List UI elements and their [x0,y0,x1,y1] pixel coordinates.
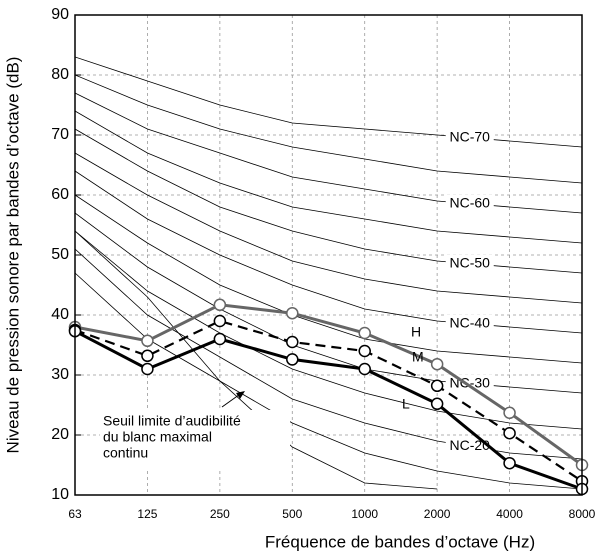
series-point [503,456,516,470]
y-tick-label: 40 [51,306,69,323]
series-point [503,426,516,440]
x-tick-label: 8000 [569,507,596,521]
series-point [286,306,299,320]
threshold-label: continu [103,445,148,461]
y-tick-label: 10 [51,486,69,503]
nc-curve [75,170,582,334]
threshold-label: du blanc maximal [103,429,212,445]
y-axis-label: Niveau de pression sonore par bandes d’o… [3,57,22,454]
series-line [74,329,583,491]
nc-curve [75,194,582,364]
series-point [141,349,154,363]
x-tick-label: 2000 [424,507,451,521]
x-tick-label: 125 [137,507,157,521]
series-point [141,362,154,376]
y-tick-label: 90 [51,6,69,23]
nc-curve [75,152,582,304]
nc-curve [75,74,582,184]
plot-frame [74,14,583,496]
series-point [358,326,371,340]
nc-curve [75,56,582,148]
y-tick-label: 60 [51,186,69,203]
nc-curve [75,230,582,430]
nc-curve [75,212,582,394]
series-point [213,314,227,328]
nc-curve [75,92,582,214]
nc-label: NC-20 [450,437,491,453]
x-tick-label: 63 [68,507,82,521]
nc-label-bg [445,194,494,213]
series-point [286,335,299,349]
series-label: M [412,349,424,365]
y-tick-label: 20 [51,426,69,443]
nc-label-bg [445,314,494,333]
nc-label: NC-60 [450,194,491,210]
nc-label: NC-50 [450,254,491,270]
arrow-head [236,391,245,399]
y-tick-label: 50 [51,246,69,263]
nc-label: NC-70 [450,128,491,144]
x-tick-label: 4000 [496,507,523,521]
nc-label-bg [445,128,494,147]
y-tick-label: 70 [51,126,69,143]
x-axis-label: Fréquence de bandes d’octave (Hz) [265,532,535,551]
series-label: H [411,324,421,340]
x-tick-label: 250 [210,507,230,521]
series-point [213,298,227,312]
series-point [286,353,299,366]
series-point [430,397,444,411]
nc-curve [75,248,582,460]
series-point [503,406,516,420]
series-point [213,332,227,346]
threshold-label-bg [100,410,290,468]
nc-curve [75,110,582,244]
nc-curve [75,128,582,274]
series-point [358,362,371,376]
series-point [430,357,444,371]
nc-curve [75,272,582,490]
y-tick-label: 80 [51,66,69,83]
series-line [74,303,583,467]
series-point [358,344,371,358]
y-tick-label: 30 [51,366,69,383]
nc-label: NC-40 [450,314,491,330]
series-point [141,334,154,348]
series-point [430,379,444,393]
x-tick-label: 500 [282,507,302,521]
x-tick-label: 1000 [351,507,378,521]
threshold-label: Seuil limite d’audibilité [103,413,241,429]
series-label: L [402,396,410,412]
nc-label-bg [445,254,494,273]
